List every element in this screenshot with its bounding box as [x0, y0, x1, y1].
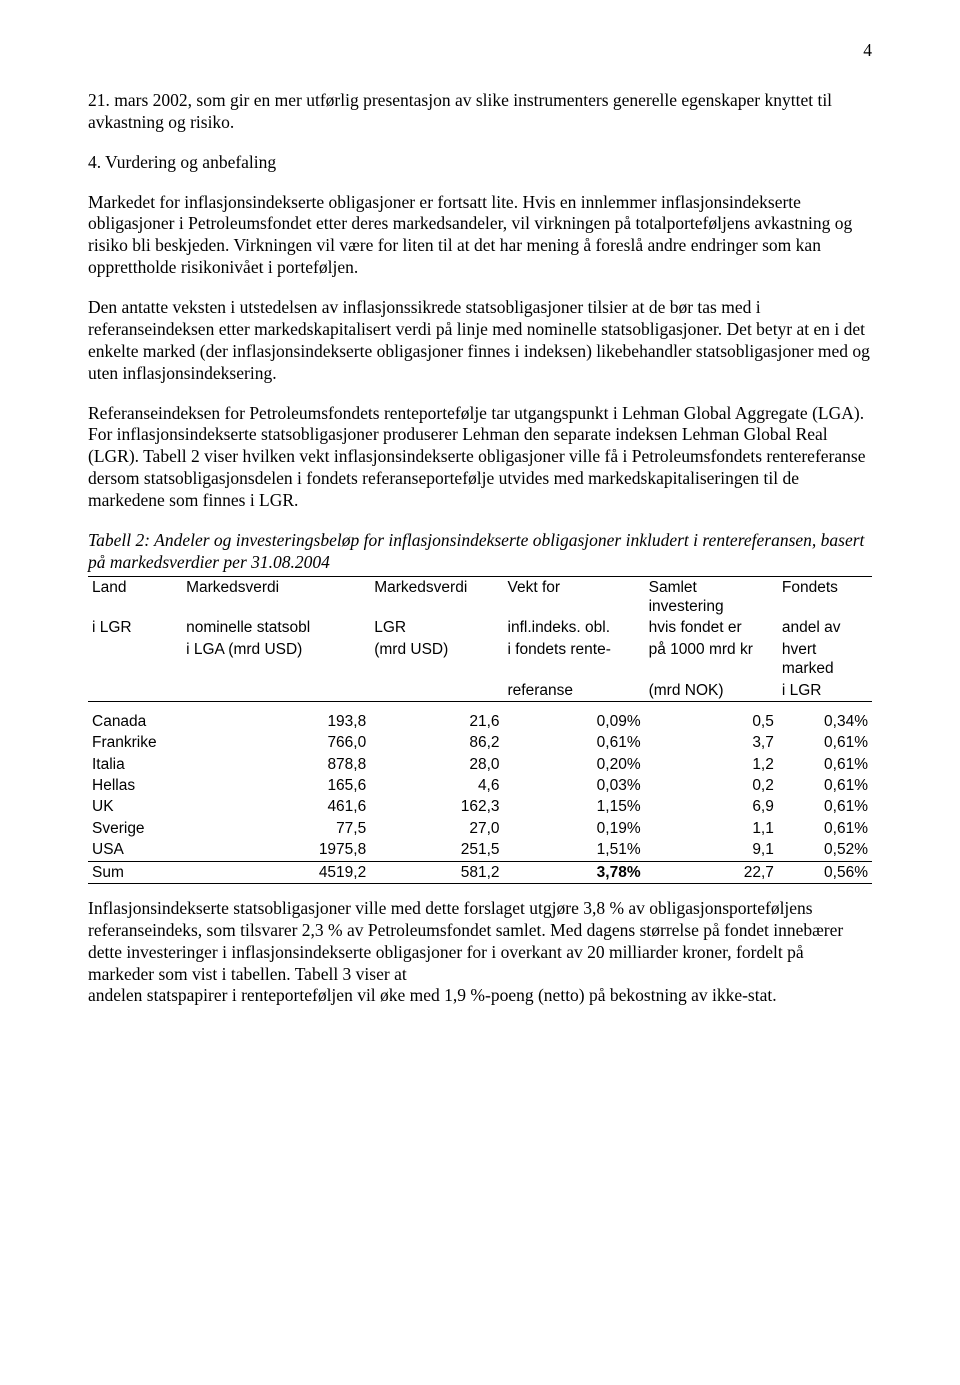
cell-sum-label: Sum	[88, 861, 182, 883]
th-sub: andel av	[778, 617, 872, 638]
th-sub: (mrd NOK)	[645, 680, 778, 702]
cell-num: 9,1	[645, 839, 778, 861]
cell-num: 0,03%	[504, 775, 645, 796]
th-sub: nominelle statsobl	[182, 617, 370, 638]
cell-num: 0,52%	[778, 839, 872, 861]
cell-country: Canada	[88, 701, 182, 732]
cell-num: 0,19%	[504, 818, 645, 839]
cell-num: 251,5	[370, 839, 503, 861]
cell-num: 0,61%	[504, 732, 645, 753]
th-sub: infl.indeks. obl.	[504, 617, 645, 638]
section-heading: 4. Vurdering og anbefaling	[88, 152, 872, 174]
table-row: Sverige 77,5 27,0 0,19% 1,1 0,61%	[88, 818, 872, 839]
th-sub	[370, 680, 503, 702]
paragraph: Inflasjonsindekserte statsobligasjoner v…	[88, 898, 872, 986]
cell-country: Italia	[88, 754, 182, 775]
cell-num: 193,8	[182, 701, 370, 732]
th-sub: på 1000 mrd kr	[645, 639, 778, 680]
th-sub	[88, 680, 182, 702]
th-sub: i LGA (mrd USD)	[182, 639, 370, 680]
cell-num: 0,2	[645, 775, 778, 796]
cell-num: 0,61%	[778, 754, 872, 775]
th-sub: i LGR	[778, 680, 872, 702]
table-header-row: Land Markedsverdi Markedsverdi Vekt for …	[88, 576, 872, 617]
cell-num: 0,09%	[504, 701, 645, 732]
paragraph: Markedet for inflasjonsindekserte obliga…	[88, 192, 872, 280]
cell-num: 766,0	[182, 732, 370, 753]
table-row: Frankrike 766,0 86,2 0,61% 3,7 0,61%	[88, 732, 872, 753]
table-row: UK 461,6 162,3 1,15% 6,9 0,61%	[88, 796, 872, 817]
cell-num: 0,61%	[778, 775, 872, 796]
table-row: Canada 193,8 21,6 0,09% 0,5 0,34%	[88, 701, 872, 732]
cell-num: 0,61%	[778, 818, 872, 839]
table-caption: Tabell 2: Andeler og investeringsbeløp f…	[88, 530, 872, 574]
cell-num: 28,0	[370, 754, 503, 775]
cell-country: Hellas	[88, 775, 182, 796]
th-land: Land	[88, 576, 182, 617]
cell-num: 0,61%	[778, 732, 872, 753]
cell-sum-bold: 3,78%	[504, 861, 645, 883]
th-sub: hvis fondet er	[645, 617, 778, 638]
cell-num: 27,0	[370, 818, 503, 839]
th-sub: referanse	[504, 680, 645, 702]
table-header-row: i LGA (mrd USD) (mrd USD) i fondets rent…	[88, 639, 872, 680]
cell-num: 77,5	[182, 818, 370, 839]
cell-num: 6,9	[645, 796, 778, 817]
th-sub: LGR	[370, 617, 503, 638]
th-fondets: Fondets	[778, 576, 872, 617]
paragraph: Referanseindeksen for Petroleumsfondets …	[88, 403, 872, 512]
cell-num: 1,15%	[504, 796, 645, 817]
table-2: Land Markedsverdi Markedsverdi Vekt for …	[88, 576, 872, 884]
cell-sum: 4519,2	[182, 861, 370, 883]
table-header-row: referanse (mrd NOK) i LGR	[88, 680, 872, 702]
cell-num: 878,8	[182, 754, 370, 775]
cell-num: 4,6	[370, 775, 503, 796]
cell-country: UK	[88, 796, 182, 817]
cell-sum: 0,56%	[778, 861, 872, 883]
cell-num: 461,6	[182, 796, 370, 817]
table-sum-row: Sum 4519,2 581,2 3,78% 22,7 0,56%	[88, 861, 872, 883]
table-row: Hellas 165,6 4,6 0,03% 0,2 0,61%	[88, 775, 872, 796]
cell-num: 0,20%	[504, 754, 645, 775]
th-sub: hvert marked	[778, 639, 872, 680]
table-row: USA 1975,8 251,5 1,51% 9,1 0,52%	[88, 839, 872, 861]
cell-num: 21,6	[370, 701, 503, 732]
paragraph: andelen statspapirer i renteporteføljen …	[88, 985, 872, 1007]
th-mv-nom: Markedsverdi	[182, 576, 370, 617]
page-number: 4	[88, 40, 872, 62]
cell-num: 1975,8	[182, 839, 370, 861]
paragraph: Den antatte veksten i utstedelsen av inf…	[88, 297, 872, 385]
paragraph-intro: 21. mars 2002, som gir en mer utførlig p…	[88, 90, 872, 134]
th-sub	[88, 639, 182, 680]
cell-country: Sverige	[88, 818, 182, 839]
th-sub: (mrd USD)	[370, 639, 503, 680]
cell-num: 0,5	[645, 701, 778, 732]
cell-country: Frankrike	[88, 732, 182, 753]
cell-num: 1,51%	[504, 839, 645, 861]
table-row: Italia 878,8 28,0 0,20% 1,2 0,61%	[88, 754, 872, 775]
cell-num: 0,61%	[778, 796, 872, 817]
cell-sum: 22,7	[645, 861, 778, 883]
table-header-row: i LGR nominelle statsobl LGR infl.indeks…	[88, 617, 872, 638]
th-vekt: Vekt for	[504, 576, 645, 617]
cell-sum: 581,2	[370, 861, 503, 883]
cell-num: 0,34%	[778, 701, 872, 732]
th-sub: i fondets rente-	[504, 639, 645, 680]
th-sub: i LGR	[88, 617, 182, 638]
cell-num: 1,2	[645, 754, 778, 775]
cell-country: USA	[88, 839, 182, 861]
cell-num: 1,1	[645, 818, 778, 839]
th-samlet: Samlet investering	[645, 576, 778, 617]
th-mv-lgr: Markedsverdi	[370, 576, 503, 617]
cell-num: 86,2	[370, 732, 503, 753]
cell-num: 165,6	[182, 775, 370, 796]
th-sub	[182, 680, 370, 702]
cell-num: 3,7	[645, 732, 778, 753]
cell-num: 162,3	[370, 796, 503, 817]
